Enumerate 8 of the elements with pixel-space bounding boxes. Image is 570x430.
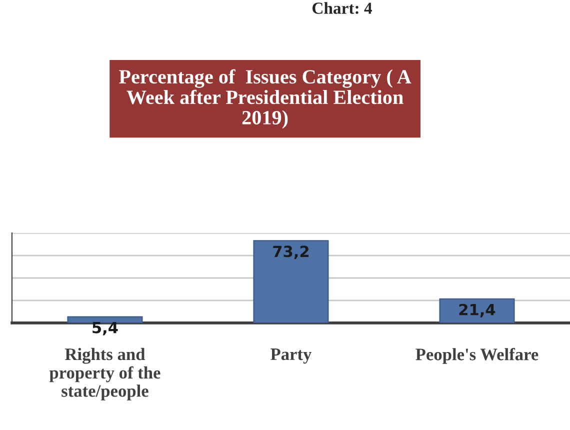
x-tick-label: People's Welfare [416, 348, 538, 364]
chart-title: Percentage of Issues Category ( A Week after Presidential Election 2019) [119, 69, 412, 129]
x-tick-label: Rights and property of the state/people [49, 348, 160, 400]
data-label: 21,4 [459, 304, 496, 318]
data-label: 73,2 [273, 246, 309, 260]
data-label: 5,4 [92, 322, 118, 336]
x-tick-label: Party [270, 348, 312, 364]
text: Chart: 4 [312, 2, 372, 14]
